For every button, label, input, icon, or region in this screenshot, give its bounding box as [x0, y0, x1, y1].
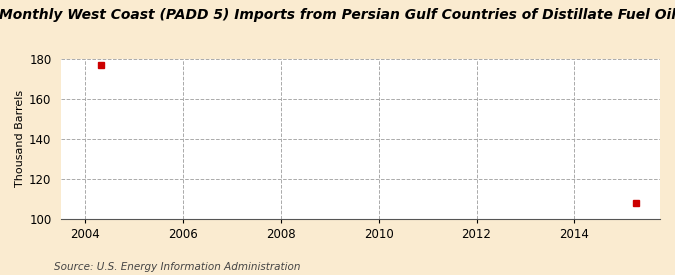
Text: Monthly West Coast (PADD 5) Imports from Persian Gulf Countries of Distillate Fu: Monthly West Coast (PADD 5) Imports from… — [0, 8, 675, 22]
Text: Source: U.S. Energy Information Administration: Source: U.S. Energy Information Administ… — [54, 262, 300, 272]
Y-axis label: Thousand Barrels: Thousand Barrels — [15, 90, 25, 187]
